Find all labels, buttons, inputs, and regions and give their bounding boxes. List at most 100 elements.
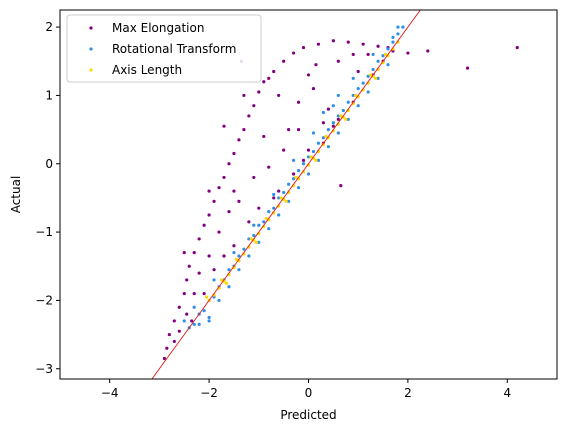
y-tick-label: 0	[45, 157, 53, 171]
point-rotational-transform-12	[247, 237, 251, 241]
reference-line	[151, 10, 421, 379]
point-axis-length-53	[254, 240, 258, 244]
point-max-elongation-87	[351, 52, 355, 57]
point-rotational-transform-64	[386, 63, 390, 67]
point-max-elongation-68	[185, 312, 189, 316]
point-rotational-transform-72	[331, 104, 335, 108]
legend-marker-axis-length	[89, 68, 93, 72]
point-max-elongation-38	[287, 127, 291, 132]
point-max-elongation-57	[267, 165, 271, 169]
point-max-elongation-23	[272, 69, 276, 74]
point-axis-length-39	[205, 295, 209, 299]
point-rotational-transform-37	[371, 67, 375, 72]
point-max-elongation-8	[192, 250, 196, 255]
point-max-elongation-49	[306, 73, 311, 77]
point-rotational-transform-44	[401, 25, 405, 29]
point-rotational-transform-70	[291, 158, 296, 162]
point-max-elongation-76	[272, 196, 276, 200]
point-rotational-transform-54	[287, 199, 291, 203]
point-rotational-transform-33	[351, 93, 355, 98]
point-max-elongation-62	[247, 220, 251, 224]
point-max-elongation-56	[237, 199, 241, 203]
point-rotational-transform-21	[291, 177, 296, 181]
point-max-elongation-45	[217, 230, 221, 234]
point-max-elongation-17	[237, 138, 241, 142]
point-max-elongation-28	[331, 39, 335, 43]
point-rotational-transform-8	[227, 268, 231, 272]
point-rotational-transform-25	[311, 149, 316, 154]
point-max-elongation-33	[406, 51, 410, 55]
point-max-elongation-25	[291, 51, 296, 55]
point-axis-length-48	[339, 114, 343, 118]
point-max-elongation-16	[232, 151, 236, 156]
point-max-elongation-10	[202, 223, 206, 227]
point-max-elongation-58	[296, 127, 301, 132]
x-tick-label: 2	[404, 386, 412, 400]
point-rotational-transform-58	[326, 145, 330, 149]
point-rotational-transform-22	[296, 168, 301, 173]
point-rotational-transform-39	[381, 54, 385, 58]
point-axis-length-46	[309, 155, 313, 159]
point-max-elongation-89	[190, 319, 194, 323]
point-rotational-transform-32	[346, 100, 350, 104]
point-rotational-transform-57	[316, 158, 321, 162]
point-rotational-transform-66	[212, 278, 216, 282]
point-axis-length-51	[383, 52, 388, 57]
x-axis-label: Predicted	[280, 408, 336, 422]
point-max-elongation-24	[282, 59, 286, 63]
point-rotational-transform-14	[257, 223, 261, 227]
point-rotational-transform-50	[247, 254, 251, 258]
point-rotational-transform-15	[262, 220, 266, 224]
point-rotational-transform-35	[361, 81, 365, 85]
point-rotational-transform-55	[296, 186, 301, 190]
point-max-elongation-60	[356, 69, 360, 74]
point-rotational-transform-69	[272, 192, 276, 197]
point-rotational-transform-60	[346, 117, 350, 121]
point-rotational-transform-17	[272, 206, 276, 210]
point-rotational-transform-10	[237, 254, 241, 258]
x-tick-label: 4	[503, 386, 511, 400]
point-max-elongation-50	[336, 59, 340, 63]
point-rotational-transform-49	[237, 268, 241, 272]
y-tick-label: 1	[45, 88, 53, 102]
point-rotational-transform-29	[331, 121, 335, 125]
point-axis-length-50	[369, 73, 373, 77]
legend-entry-max-elongation: Max Elongation	[112, 21, 204, 35]
point-rotational-transform-18	[277, 196, 281, 200]
point-max-elongation-81	[267, 76, 271, 80]
point-max-elongation-55	[192, 291, 196, 296]
point-max-elongation-82	[207, 189, 211, 193]
point-rotational-transform-13	[252, 233, 256, 238]
point-max-elongation-12	[212, 199, 216, 203]
point-max-elongation-74	[202, 291, 206, 296]
point-rotational-transform-79	[391, 35, 395, 39]
point-axis-length-56	[344, 117, 348, 121]
point-rotational-transform-45	[197, 322, 201, 326]
point-max-elongation-53	[207, 254, 211, 258]
point-max-elongation-9	[197, 237, 201, 241]
point-rotational-transform-36	[366, 74, 370, 78]
point-max-elongation-54	[177, 329, 181, 333]
point-max-elongation-61	[212, 268, 216, 272]
point-axis-length-41	[234, 257, 239, 262]
point-rotational-transform-38	[376, 59, 380, 63]
point-max-elongation-84	[222, 124, 226, 128]
y-axis-label: Actual	[9, 176, 23, 214]
point-rotational-transform-24	[306, 155, 311, 159]
point-max-elongation-7	[187, 264, 191, 268]
point-rotational-transform-53	[277, 213, 281, 217]
point-max-elongation-47	[282, 148, 286, 152]
point-max-elongation-64	[306, 148, 311, 152]
point-max-elongation-26	[301, 45, 306, 50]
point-max-elongation-40	[321, 121, 326, 125]
point-rotational-transform-77	[182, 319, 186, 323]
point-rotational-transform-16	[267, 209, 271, 214]
point-max-elongation-59	[326, 107, 330, 111]
point-max-elongation-71	[291, 172, 296, 176]
point-rotational-transform-73	[351, 76, 355, 80]
point-max-elongation-36	[515, 45, 519, 50]
point-max-elongation-46	[252, 175, 256, 180]
point-max-elongation-77	[301, 158, 306, 162]
point-axis-length-43	[264, 216, 268, 221]
point-max-elongation-1	[165, 346, 169, 350]
